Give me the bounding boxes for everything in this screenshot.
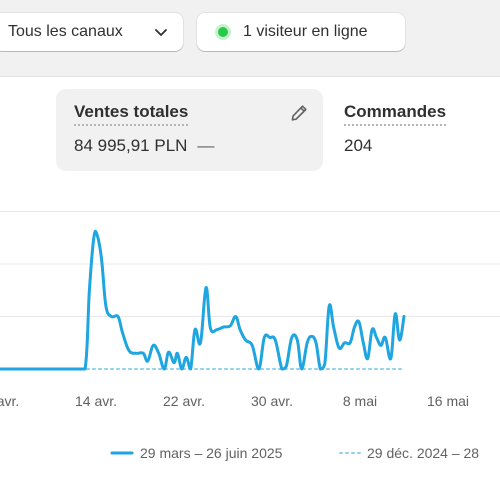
- x-tick-label-1: 14 avr.: [75, 393, 117, 409]
- legend-label-primary: 29 mars – 26 juin 2025: [140, 445, 283, 461]
- metric-orders[interactable]: Commandes 204: [331, 89, 500, 171]
- metric-total-sales-delta: —: [197, 136, 215, 155]
- x-tick-label-2: 22 avr.: [163, 393, 205, 409]
- visitors-online-badge[interactable]: 1 visiteur en ligne: [197, 13, 405, 51]
- series-line-primary: [0, 229, 406, 371]
- metric-total-sales-label[interactable]: Ventes totales: [74, 102, 189, 126]
- legend-label-comparison: 29 déc. 2024 – 28: [367, 445, 479, 461]
- chevron-down-icon: [155, 29, 167, 36]
- channels-dropdown[interactable]: Tous les canaux: [0, 13, 183, 51]
- metric-total-sales[interactable]: Ventes totales 84 995,91 PLN —: [56, 89, 323, 171]
- metric-total-sales-value: 84 995,91 PLN: [74, 136, 188, 155]
- metric-orders-label[interactable]: Commandes: [344, 102, 447, 126]
- online-status-icon: [215, 24, 231, 40]
- x-tick-label-3: 30 avr.: [251, 393, 293, 409]
- x-tick-label-0: avr.: [0, 393, 19, 409]
- visitors-online-label: 1 visiteur en ligne: [243, 23, 368, 40]
- x-tick-label-5: 16 mai: [427, 393, 469, 409]
- metric-total-sales-value-row: 84 995,91 PLN —: [74, 136, 214, 156]
- analytics-card: Ventes totales 84 995,91 PLN — Commandes …: [0, 76, 500, 500]
- metric-orders-value: 204: [344, 136, 373, 155]
- pencil-icon[interactable]: [289, 103, 309, 123]
- channels-dropdown-label: Tous les canaux: [8, 23, 123, 40]
- x-tick-label-4: 8 mai: [343, 393, 377, 409]
- top-filter-bar: Tous les canaux 1 visiteur en ligne: [0, 0, 500, 64]
